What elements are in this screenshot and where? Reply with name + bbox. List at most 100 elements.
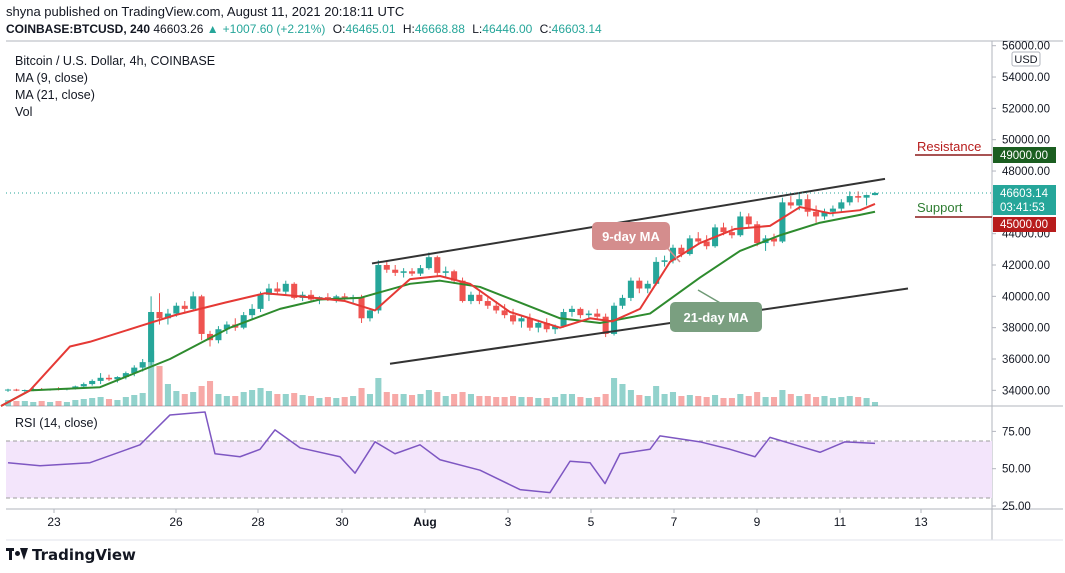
- volume-bar: [55, 401, 62, 406]
- volume-bar: [669, 392, 677, 406]
- volume-bar: [139, 393, 146, 406]
- volume-bar: [568, 394, 576, 406]
- candle-body: [754, 224, 761, 244]
- time-tick-label: 5: [588, 515, 595, 529]
- candle-body: [282, 283, 289, 292]
- volume-bar: [846, 396, 853, 406]
- volume-bar: [156, 366, 163, 406]
- volume-bar: [779, 390, 786, 406]
- upper-trendline[interactable]: [371, 177, 886, 265]
- candle-body: [375, 265, 382, 311]
- candle-body: [695, 238, 702, 242]
- symbol-label: COINBASE:BTCUSD, 240: [6, 22, 151, 36]
- volume-bar: [518, 397, 525, 406]
- ma9-line: [0, 202, 876, 407]
- candle-body: [105, 377, 113, 380]
- candle-body: [678, 247, 685, 255]
- volume-bar: [299, 395, 306, 406]
- candle-body: [164, 313, 171, 319]
- price-tick-label: 52000.00: [1002, 103, 1050, 115]
- tradingview-logo[interactable]: TradingView: [6, 546, 136, 564]
- volume-bar: [695, 396, 702, 406]
- ma21-callout-box: [670, 302, 762, 332]
- legend-title: Bitcoin / U.S. Dollar, 4h, COINBASE: [15, 54, 215, 68]
- time-axis: 23 26 28 30 Aug 3 5 7 9 11 13: [47, 509, 928, 529]
- countdown-text: 03:41:53: [1000, 202, 1045, 214]
- resistance-label: Resistance: [917, 139, 981, 154]
- volume-bar: [274, 394, 281, 406]
- candle-body: [871, 192, 879, 196]
- volume-bar: [21, 401, 28, 406]
- candle-body: [249, 308, 256, 316]
- ohlc-info: COINBASE:BTCUSD, 240 46603.26 ▲ +1007.60 …: [6, 22, 606, 36]
- rsi-band: [6, 441, 992, 498]
- volume-bar: [804, 394, 811, 406]
- volume-bar: [122, 397, 129, 406]
- candle-body: [577, 308, 584, 316]
- volume-bar: [13, 401, 20, 406]
- candle-body: [813, 211, 820, 217]
- c-label: C:: [539, 22, 552, 36]
- volume-bar: [451, 394, 458, 406]
- volume-bar: [813, 397, 820, 406]
- volume-bar: [619, 384, 626, 406]
- candle-body: [653, 261, 660, 284]
- price-tick-label: 42000.00: [1002, 260, 1050, 272]
- volume-bar: [164, 384, 171, 406]
- candle-body: [223, 324, 230, 330]
- candle-body: [80, 384, 87, 387]
- volume-bar: [383, 392, 390, 406]
- candle-body: [434, 257, 441, 273]
- volume-bar: [627, 390, 634, 406]
- volume-bar: [223, 396, 230, 406]
- time-tick-label: 9: [754, 515, 761, 529]
- candle-body: [89, 380, 96, 385]
- candle-body: [770, 238, 778, 242]
- volume-bar: [215, 394, 222, 406]
- candle-body: [568, 308, 576, 313]
- volume-bar: [375, 378, 382, 406]
- candle-body: [392, 269, 399, 273]
- volume-bar: [602, 394, 609, 406]
- volume-bar: [30, 402, 37, 406]
- o-value: 46465.01: [345, 22, 396, 36]
- currency-box[interactable]: [1011, 51, 1041, 67]
- indicator-lines: [0, 177, 909, 494]
- lower-trendline[interactable]: [389, 287, 909, 365]
- volume-bar: [754, 392, 761, 406]
- volume-bar: [838, 397, 845, 406]
- candle-body: [627, 280, 634, 298]
- volume-bar: [198, 386, 205, 406]
- candle-body: [829, 208, 836, 212]
- price-tick-label: 36000.00: [1002, 354, 1050, 366]
- candle-body: [484, 301, 491, 306]
- volume-bar: [366, 394, 373, 406]
- volume-bar: [291, 393, 298, 406]
- time-tick-label: 3: [505, 515, 512, 529]
- volume-bar: [38, 401, 45, 406]
- volume-bar: [350, 396, 357, 406]
- candle-body: [745, 216, 752, 225]
- volume-bar: [467, 394, 474, 406]
- candle-body: [257, 294, 264, 309]
- volume-bar: [190, 392, 197, 406]
- volume-bar: [745, 396, 752, 406]
- candle-body: [417, 268, 424, 274]
- volume-bar: [341, 397, 348, 406]
- candle-body: [535, 322, 542, 328]
- candle-body: [796, 199, 803, 206]
- volume-bar: [762, 397, 769, 406]
- brand-name: TradingView: [32, 546, 136, 564]
- legend-rsi: RSI (14, close): [15, 416, 98, 430]
- volume-bar: [796, 396, 803, 406]
- volume-bar: [417, 394, 424, 406]
- volume-bar: [476, 396, 483, 406]
- price-tick-label: 50000.00: [1002, 135, 1050, 147]
- h-value: 46668.88: [414, 22, 465, 36]
- volume-bar: [526, 397, 533, 406]
- up-arrow-icon: ▲: [206, 22, 219, 36]
- legend-ma21: MA (21, close): [15, 88, 95, 102]
- candle-body: [198, 296, 205, 334]
- volume-bar: [787, 394, 794, 406]
